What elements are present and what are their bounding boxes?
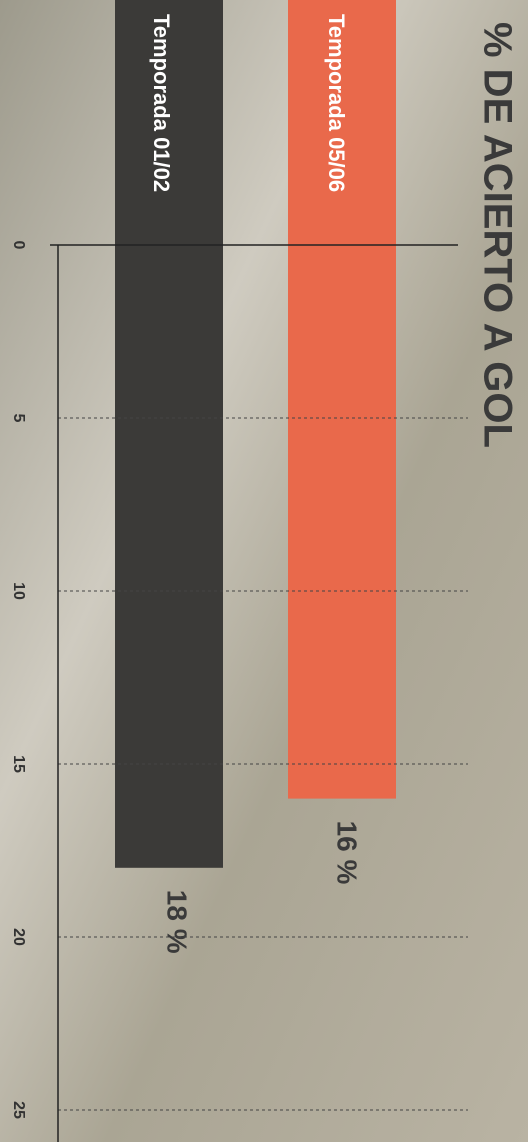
category-label: Temporada 05/06 — [324, 14, 349, 192]
x-tick-label: 25 — [10, 1101, 27, 1119]
x-tick-label: 0 — [10, 241, 27, 250]
chart-title: % DE ACIERTO A GOL — [475, 22, 519, 448]
value-label: 16 % — [332, 821, 363, 885]
page: % DE ACIERTO A GOL Temporada 05/06 16 % Te… — [0, 0, 528, 1142]
bar — [115, 245, 223, 868]
x-tick-label: 20 — [10, 928, 27, 946]
x-tick-label: 5 — [10, 414, 27, 423]
bar — [288, 245, 396, 799]
background — [0, 0, 528, 1142]
chart: % DE ACIERTO A GOL Temporada 05/06 16 % Te… — [0, 0, 528, 1142]
x-tick-label: 10 — [10, 582, 27, 600]
x-tick-label: 15 — [10, 755, 27, 773]
category-label: Temporada 01/02 — [149, 14, 174, 192]
value-label: 18 % — [162, 890, 193, 954]
